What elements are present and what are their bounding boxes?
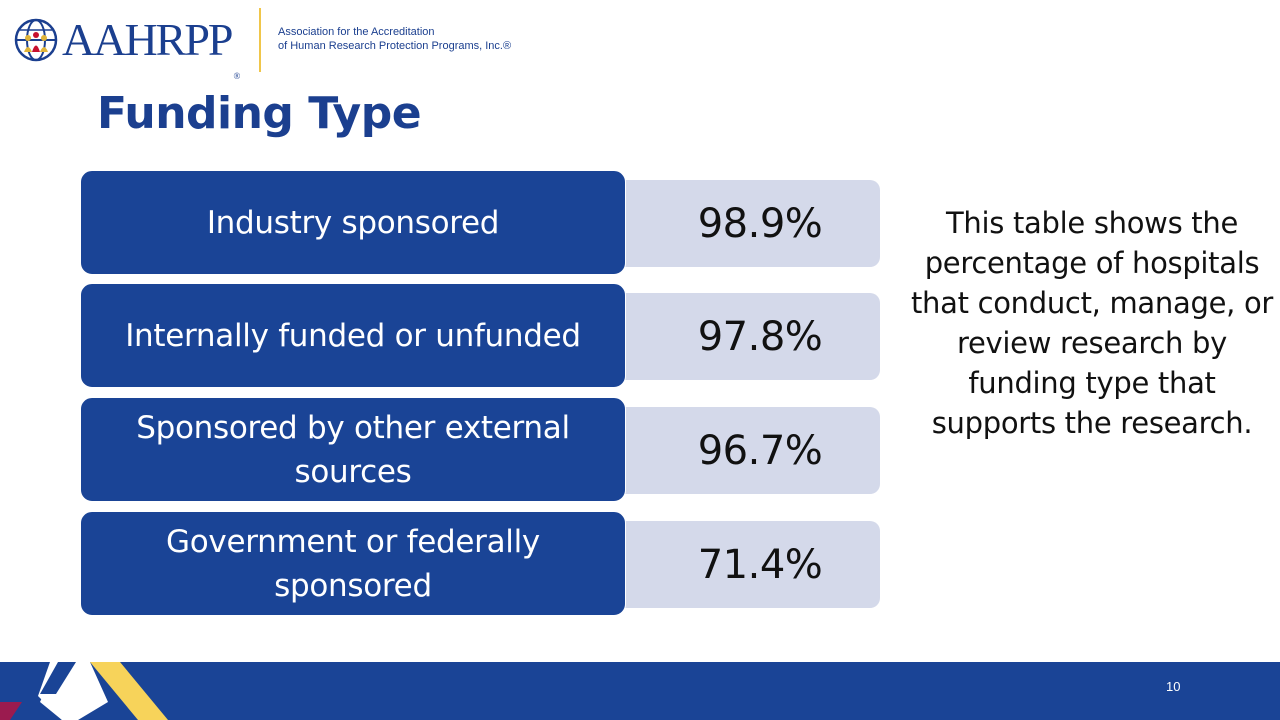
table-row: 71.4% Government or federally sponsored: [80, 511, 880, 619]
slide-header: AAHRPP® Association for the Accreditatio…: [0, 0, 1280, 81]
label-text: Internally funded or unfunded: [125, 317, 581, 354]
table-description: This table shows the percentage of hospi…: [910, 206, 1274, 440]
value-text: 98.9%: [697, 200, 823, 247]
footer-bar: [0, 662, 1280, 720]
label-cell: Sponsored by other external sources: [80, 397, 626, 502]
label-text: Sponsored by other external sources: [136, 409, 570, 490]
organization-name: Association for the Accreditation of Hum…: [278, 25, 511, 53]
value-cell: 96.7%: [610, 407, 880, 494]
value-text: 97.8%: [697, 313, 823, 360]
table-row: 97.8% Internally funded or unfunded: [80, 283, 880, 391]
table-row: 96.7% Sponsored by other external source…: [80, 397, 880, 505]
logo-divider: [259, 8, 261, 72]
label-cell: Government or federally sponsored: [80, 511, 626, 616]
table-row: 98.9% Industry sponsored: [80, 170, 880, 278]
value-text: 96.7%: [697, 427, 823, 474]
label-text: Government or federally sponsored: [166, 523, 540, 604]
label-cell: Industry sponsored: [80, 170, 626, 275]
page-number: 10: [1166, 679, 1181, 694]
value-cell: 97.8%: [610, 293, 880, 380]
slide-title: Funding Type: [97, 88, 422, 139]
globe-people-logo-icon: [14, 18, 58, 62]
organization-name-line1: Association for the Accreditation: [278, 26, 435, 38]
label-text: Industry sponsored: [206, 204, 500, 241]
footer-chevron-decoration: [0, 662, 168, 720]
value-text: 71.4%: [697, 541, 823, 588]
organization-name-line2: of Human Research Protection Programs, I…: [278, 40, 512, 52]
value-cell: 71.4%: [610, 521, 880, 608]
label-cell: Internally funded or unfunded: [80, 283, 626, 388]
value-cell: 98.9%: [610, 180, 880, 267]
logo-wordmark: AAHRPP®: [62, 14, 241, 81]
